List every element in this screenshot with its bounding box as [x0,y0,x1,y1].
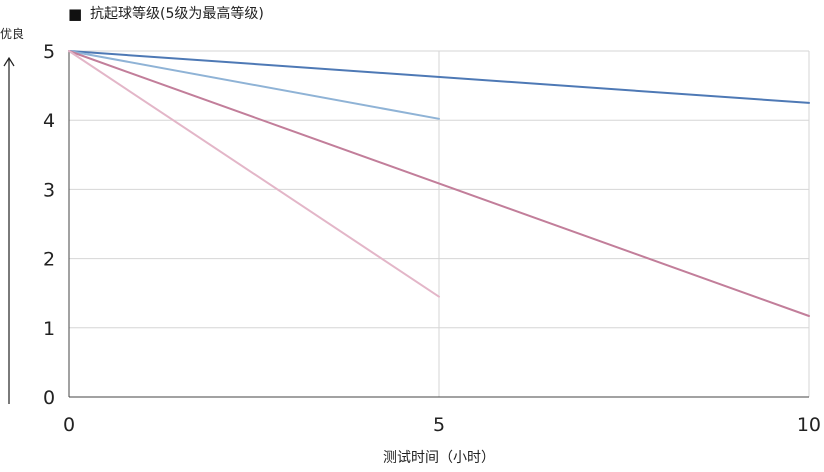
y-tick-label: 2 [43,249,55,271]
x-tick-labels: 0 5 10 [63,414,821,436]
chart-title-marker: ■ [68,5,82,23]
chart-title: 抗起球等级(5级为最高等级) [90,5,264,22]
y-tick-label: 1 [43,318,55,340]
y-tick-label: 5 [43,41,55,63]
x-tick-label: 10 [797,414,821,436]
x-axis-label: 测试时间（小时） [383,450,495,466]
x-tick-label: 0 [63,414,75,436]
series-line-2 [68,50,440,120]
grid [69,50,810,397]
y-axis-label: 优良 [0,26,24,41]
y-tick-label: 3 [43,179,55,201]
y-tick-label: 4 [43,110,55,132]
axes [68,51,809,398]
y-tick-label: 0 [43,387,55,409]
series-line-1 [68,50,810,104]
y-axis-arrow [3,56,15,404]
y-tick-labels: 0 1 2 3 4 5 [43,41,55,409]
series-line-4 [68,50,440,298]
x-tick-label: 5 [433,414,445,436]
series-line-3 [68,50,810,317]
series-layer [68,50,810,317]
